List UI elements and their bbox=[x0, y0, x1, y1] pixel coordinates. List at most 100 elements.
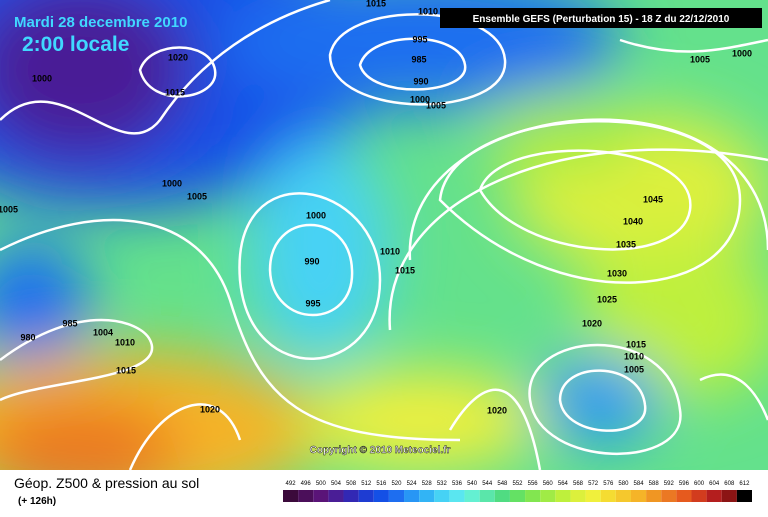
scale-label: 528 bbox=[422, 481, 433, 487]
scale-swatch bbox=[676, 490, 692, 502]
scale-label: 580 bbox=[618, 481, 629, 487]
scale-label: 552 bbox=[512, 481, 523, 487]
scale-label: 596 bbox=[679, 481, 690, 487]
isobar-label: 1020 bbox=[168, 52, 188, 62]
isobar-label: 1000 bbox=[32, 73, 52, 83]
color-scale: 492 496 500 504 508 512 516 520 524 528 532 536 540 5… bbox=[283, 481, 752, 502]
isobar-label: 985 bbox=[411, 54, 426, 64]
scale-label: 492 bbox=[286, 481, 297, 487]
scale-label: 572 bbox=[588, 481, 599, 487]
isobar-label: 1000 bbox=[410, 94, 430, 104]
scale-swatch bbox=[494, 490, 510, 502]
run-box bbox=[440, 8, 762, 28]
scale-swatch bbox=[570, 490, 586, 502]
scale-label: 536 bbox=[452, 481, 463, 487]
scale-swatch bbox=[509, 490, 526, 502]
scale-label: 548 bbox=[497, 481, 508, 487]
scale-label: 568 bbox=[573, 481, 584, 487]
copyright: Copyright © 2010 Meteociel.fr bbox=[310, 445, 451, 456]
isobar-label: 1005 bbox=[624, 364, 644, 374]
isobar-label: 1015 bbox=[116, 365, 136, 375]
isobar-label: 1020 bbox=[200, 404, 220, 414]
isobar-label: 985 bbox=[62, 318, 77, 328]
scale-swatch bbox=[585, 490, 601, 502]
scale-swatch bbox=[373, 490, 389, 502]
scale-swatch bbox=[298, 490, 314, 502]
isobar-label: 1004 bbox=[93, 327, 113, 337]
scale-label: 500 bbox=[316, 481, 327, 487]
scale-swatch bbox=[404, 490, 420, 502]
run-info: Ensemble GEFS (Perturbation 15) - 18 Z d… bbox=[473, 14, 730, 25]
scale-label: 556 bbox=[528, 481, 539, 487]
scale-swatch bbox=[555, 490, 571, 502]
isobar-label: 1015 bbox=[626, 339, 646, 349]
scale-label: 512 bbox=[361, 481, 372, 487]
isobar-label: 995 bbox=[305, 298, 320, 308]
isobar-label: 1010 bbox=[418, 6, 438, 16]
isobar-label: 1010 bbox=[115, 337, 135, 347]
isobar-label: 990 bbox=[413, 76, 428, 86]
isobar-label: 1025 bbox=[597, 294, 617, 304]
isobar-label: 1040 bbox=[623, 216, 643, 226]
date: Mardi 28 decembre 2010 bbox=[14, 14, 187, 31]
isobar-label: 1020 bbox=[487, 405, 507, 415]
isobar-label: 1035 bbox=[616, 239, 636, 249]
isobar-label: 1020 bbox=[582, 318, 602, 328]
isobar-label: 1015 bbox=[165, 87, 185, 97]
isobar-label: 980 bbox=[20, 332, 35, 342]
scale-swatch bbox=[721, 490, 737, 502]
isobar-label: 1005 bbox=[426, 100, 446, 110]
scale-swatch bbox=[540, 490, 556, 502]
scale-label: 540 bbox=[467, 481, 478, 487]
isobar-label: 990 bbox=[304, 256, 319, 266]
isobar-label: 1000 bbox=[306, 210, 326, 220]
scale-swatch bbox=[388, 490, 405, 502]
footer-title: Géop. Z500 & pression au sol bbox=[14, 475, 199, 491]
scale-swatch bbox=[691, 490, 707, 502]
scale-swatch bbox=[736, 490, 752, 502]
scale-label: 584 bbox=[634, 481, 645, 487]
isobar-label: 1005 bbox=[690, 54, 710, 64]
scale-label: 496 bbox=[301, 481, 312, 487]
scale-swatch bbox=[464, 490, 480, 502]
scale-label: 564 bbox=[558, 481, 569, 487]
isobar-label: 1010 bbox=[380, 246, 400, 256]
scale-swatch bbox=[343, 490, 359, 502]
scale-swatch bbox=[615, 490, 631, 502]
scale-swatch bbox=[419, 490, 435, 502]
scale-swatch bbox=[449, 490, 465, 502]
scale-label: 588 bbox=[649, 481, 660, 487]
scale-label: 604 bbox=[709, 481, 720, 487]
scale-swatch bbox=[600, 490, 616, 502]
scale-swatch bbox=[630, 490, 647, 502]
scale-label: 504 bbox=[331, 481, 342, 487]
scale-label: 592 bbox=[664, 481, 675, 487]
scale-label: 576 bbox=[603, 481, 614, 487]
isobar-label: 1015 bbox=[366, 0, 386, 8]
scale-swatch bbox=[525, 490, 541, 502]
scale-swatch bbox=[313, 490, 329, 502]
scale-swatch bbox=[328, 490, 344, 502]
isobar-label: 1010 bbox=[624, 351, 644, 361]
isobar-label: 1000 bbox=[162, 178, 182, 188]
isobar-label: 995 bbox=[412, 34, 427, 44]
scale-swatch bbox=[479, 490, 495, 502]
scale-swatch bbox=[434, 490, 450, 502]
isobar-label: 1005 bbox=[187, 191, 207, 201]
scale-label: 532 bbox=[437, 481, 448, 487]
scale-swatch bbox=[706, 490, 722, 502]
isobar-labels: 1015101099598599010001005102010151000100… bbox=[0, 0, 752, 415]
scale-label: 608 bbox=[724, 481, 735, 487]
isobar-label: 1000 bbox=[732, 48, 752, 58]
scale-label: 508 bbox=[346, 481, 357, 487]
scale-label: 600 bbox=[694, 481, 705, 487]
scale-swatch bbox=[358, 490, 374, 502]
isobar-label: 1005 bbox=[0, 204, 18, 214]
scale-label: 544 bbox=[482, 481, 493, 487]
scale-label: 612 bbox=[739, 481, 750, 487]
isobar-label: 1030 bbox=[607, 268, 627, 278]
scale-label: 560 bbox=[543, 481, 554, 487]
